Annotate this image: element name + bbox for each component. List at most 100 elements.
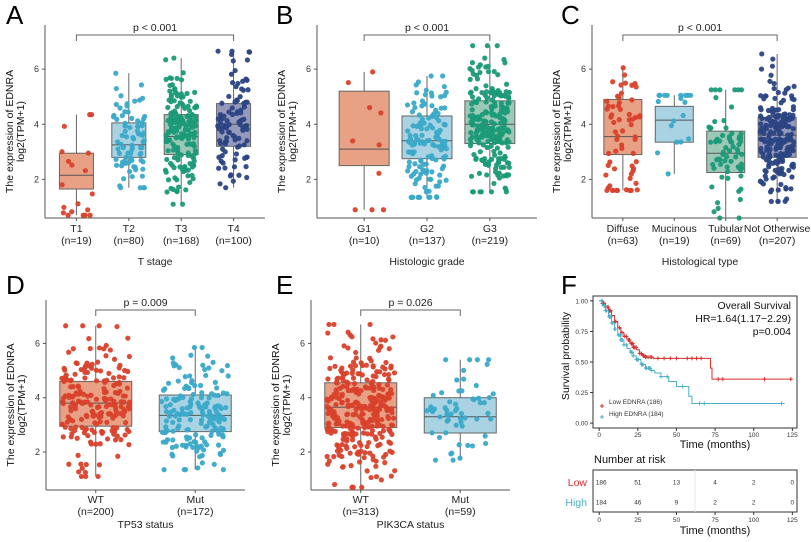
data-point [214, 385, 220, 391]
data-point [404, 102, 411, 108]
data-point [162, 167, 169, 173]
data-point [192, 148, 198, 154]
panel-letter-d: D [6, 270, 25, 300]
data-point [383, 359, 389, 366]
data-point [229, 105, 235, 111]
data-point [125, 368, 131, 375]
data-point [70, 384, 76, 390]
y-axis-title: The expression of EDNRA [4, 70, 16, 193]
data-point [80, 212, 86, 218]
data-point [409, 194, 415, 200]
data-point [212, 425, 218, 431]
km-y-tick-label: 0.75 [575, 329, 588, 336]
km-censor-mark [619, 330, 624, 335]
category-count: (n=137) [409, 235, 445, 247]
km-censor-mark [632, 345, 637, 350]
data-point [110, 114, 117, 120]
km-censor-mark [779, 401, 784, 406]
data-point [462, 415, 468, 421]
data-point [733, 154, 739, 160]
risk-row-label-high: High [565, 497, 587, 509]
data-point [440, 163, 447, 169]
data-point [504, 105, 510, 111]
data-point [484, 124, 490, 130]
data-point [481, 400, 488, 406]
data-point [68, 426, 74, 432]
risk-x-tick-label: 0 [597, 517, 601, 524]
data-point [788, 93, 795, 99]
category-count: (n=168) [163, 235, 199, 247]
data-point [717, 156, 723, 163]
data-point [762, 139, 768, 145]
data-point [106, 370, 112, 377]
data-point [416, 112, 422, 118]
data-point [166, 130, 172, 136]
data-point [132, 98, 138, 104]
data-point [764, 116, 770, 122]
data-point [456, 388, 462, 394]
data-point [348, 432, 354, 438]
data-point [174, 93, 180, 99]
category-label: Diffuse [607, 223, 640, 235]
data-point [389, 410, 395, 416]
km-y-axis-title: Survival probability [560, 311, 572, 400]
data-point [738, 173, 744, 179]
data-point [108, 411, 114, 418]
data-point [473, 155, 479, 161]
data-point [775, 112, 781, 118]
p-value-label: p < 0.001 [405, 22, 449, 34]
data-point [326, 321, 332, 328]
data-point [775, 198, 781, 205]
km-censor-mark [608, 308, 613, 313]
data-point [763, 176, 769, 182]
km-censor-mark [668, 356, 673, 361]
data-point [216, 165, 222, 171]
data-point [209, 391, 215, 397]
data-point [406, 163, 412, 170]
data-point [349, 334, 355, 340]
data-point [117, 388, 123, 394]
category-count: (n=59) [445, 506, 476, 518]
data-point [332, 363, 338, 369]
data-point [391, 370, 398, 376]
data-point [178, 131, 185, 137]
data-point [122, 160, 129, 166]
data-point [788, 115, 794, 121]
data-point [170, 437, 176, 443]
data-point [454, 405, 460, 412]
data-point [89, 191, 95, 197]
data-point [127, 168, 133, 175]
data-point [87, 345, 93, 352]
data-point [366, 105, 373, 111]
category-count: (n=219) [472, 235, 508, 247]
km-legend-label: High EDNRA (184) [609, 411, 664, 418]
data-point [212, 379, 218, 385]
km-censor-mark [788, 377, 793, 382]
data-point [353, 389, 359, 395]
data-point [378, 477, 384, 483]
data-point [721, 117, 727, 124]
data-point [443, 357, 449, 363]
data-point [441, 83, 447, 90]
km-censor-mark [631, 353, 636, 358]
data-point [175, 411, 181, 417]
data-point [634, 187, 640, 193]
risk-x-tick-label: 125 [787, 517, 798, 524]
data-point [199, 344, 205, 351]
data-point [459, 423, 465, 429]
data-point [438, 94, 444, 100]
data-point [719, 132, 726, 139]
data-point [775, 141, 781, 148]
data-point [345, 387, 351, 394]
data-point [474, 357, 480, 363]
data-point [426, 137, 432, 144]
data-point [139, 145, 145, 151]
data-point [722, 158, 728, 164]
panel-d-tp53-boxplot: 2 4 6 The expression of EDNRA log2(TPM+1) p =… [5, 297, 245, 531]
data-point [473, 382, 479, 389]
panel-b-grade-boxplot: 2 4 6 The expression of EDNRA log2(TPM+1) p <… [276, 22, 537, 268]
data-point [484, 43, 490, 49]
data-point [185, 136, 192, 142]
data-point [738, 131, 744, 137]
data-point [476, 170, 483, 177]
